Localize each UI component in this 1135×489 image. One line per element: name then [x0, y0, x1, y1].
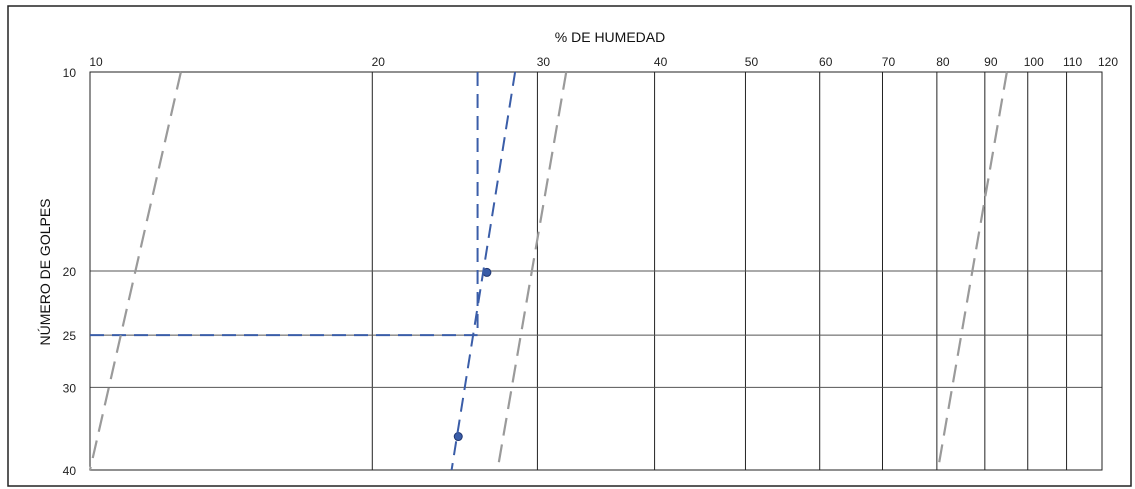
x-tick-label: 40 [654, 55, 668, 69]
chart-border [7, 5, 1132, 487]
x-tick-label: 80 [936, 55, 950, 69]
x-tick-label: 100 [1024, 55, 1044, 69]
x-tick-label: 30 [537, 55, 551, 69]
y-tick-label: 20 [63, 265, 77, 279]
tick-labels: 10 20 30 40 50 60 70 80 90 100 110 120 10 20 25 30 40 [63, 55, 1119, 478]
x-tick-label: 60 [819, 55, 833, 69]
x-tick-label: 20 [372, 55, 386, 69]
y-tick-label: 10 [63, 66, 77, 80]
x-tick-label: 10 [89, 55, 103, 69]
y-tick-label: 25 [63, 329, 77, 343]
flow-line-line [450, 71, 517, 471]
reference-dashed-line [88, 71, 182, 471]
grid [89, 71, 1103, 471]
y-axis-title: NÚMERO DE GOLPES [37, 198, 53, 345]
plot-area-frame [89, 71, 1103, 471]
data-point-marker [453, 432, 463, 442]
y-tick-label: 40 [63, 464, 77, 478]
reference-dashed-line [496, 71, 568, 471]
x-axis-title: % DE HUMEDAD [555, 29, 665, 45]
x-tick-label: 70 [882, 55, 896, 69]
x-tick-label: 90 [984, 55, 998, 69]
x-tick-label: 120 [1098, 55, 1118, 69]
reference-dashed-line [936, 71, 1008, 471]
y-tick-label: 30 [63, 381, 77, 395]
series-layer [88, 71, 1008, 471]
x-tick-label: 50 [745, 55, 759, 69]
x-tick-label: 110 [1063, 55, 1082, 69]
